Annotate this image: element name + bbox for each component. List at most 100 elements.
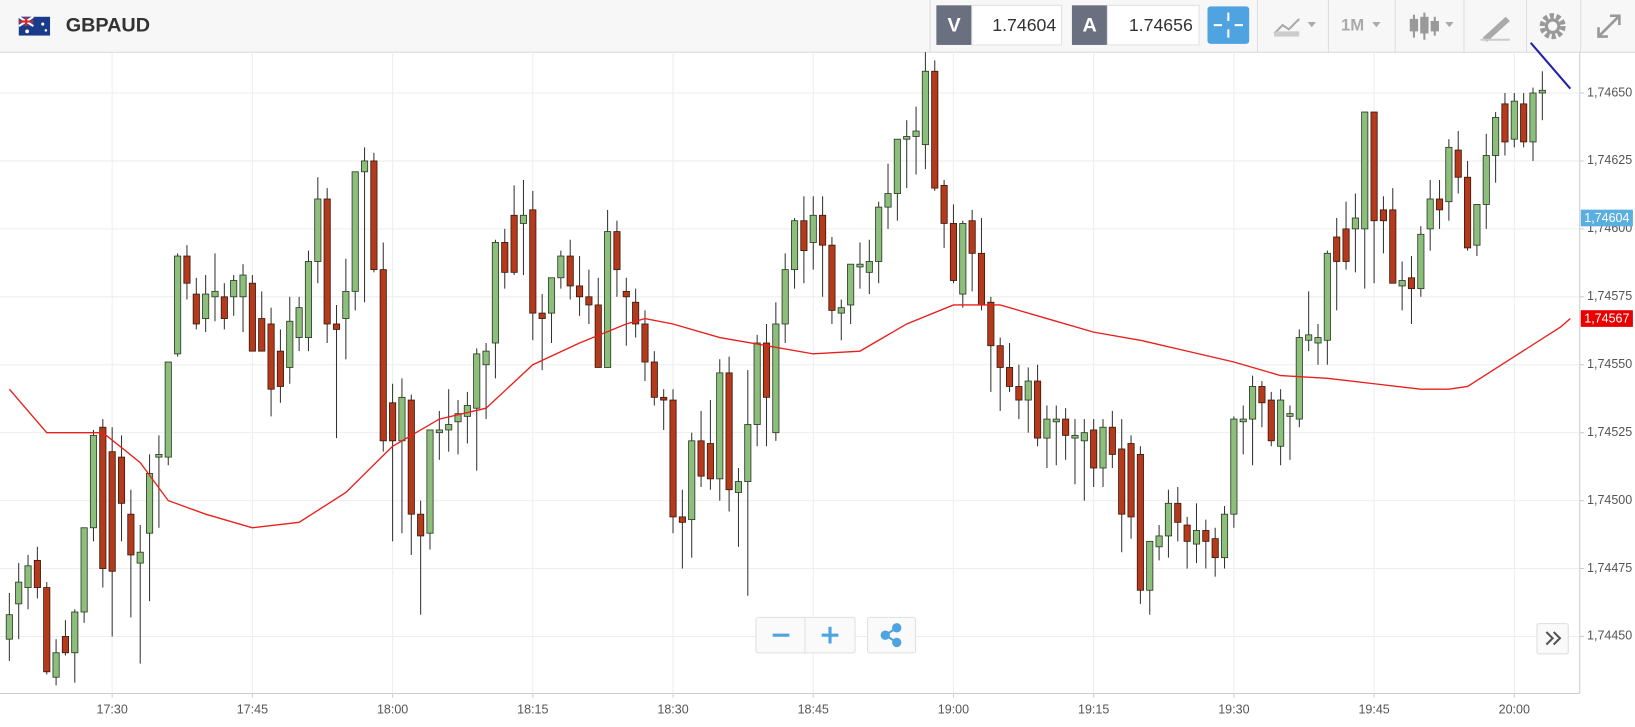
- candle-body: [248, 282, 256, 352]
- crosshair-button[interactable]: [1207, 6, 1250, 44]
- candle-body: [632, 301, 640, 325]
- candle-body: [931, 70, 939, 189]
- chart-type-button[interactable]: [1273, 18, 1316, 37]
- x-tick-label: 20:00: [1499, 703, 1530, 717]
- candle-body: [1034, 380, 1042, 439]
- candle-body: [977, 252, 986, 306]
- candle-body: [996, 345, 1004, 368]
- candle-body: [323, 198, 331, 325]
- candle-body: [1099, 426, 1107, 469]
- candle-body: [837, 307, 845, 314]
- candle-body: [650, 361, 658, 398]
- y-tick-label: 1,74525: [1587, 425, 1632, 439]
- x-tick-label: 19:00: [938, 703, 969, 717]
- candle-style-button[interactable]: [1409, 12, 1454, 40]
- candle-body: [566, 255, 574, 287]
- candle-body: [1005, 367, 1014, 387]
- candle-body: [538, 312, 546, 319]
- candle-body: [1314, 337, 1322, 344]
- candle-body: [1529, 92, 1537, 143]
- candle-body: [519, 214, 528, 224]
- candle-body: [576, 285, 584, 298]
- candle-body: [1174, 502, 1182, 523]
- candle-body: [1454, 149, 1462, 178]
- candle-body: [61, 636, 69, 654]
- candle-body: [174, 255, 182, 355]
- candle-body: [1062, 418, 1070, 436]
- candle-body: [108, 451, 116, 572]
- candle-body: [744, 424, 752, 482]
- candle-body: [987, 301, 995, 347]
- candle-body: [1220, 513, 1229, 559]
- bid-badge: [936, 5, 972, 45]
- candle-body: [192, 293, 200, 325]
- candle-body: [847, 263, 855, 306]
- ask-label: A: [1083, 14, 1097, 36]
- candle-body: [286, 320, 294, 368]
- candle-body: [856, 263, 864, 268]
- candle-body: [71, 611, 79, 654]
- trend-line[interactable]: [1529, 42, 1572, 90]
- candle-body: [1492, 117, 1500, 156]
- candle-body: [276, 350, 284, 387]
- candle-body: [33, 559, 41, 588]
- candle-body: [454, 413, 462, 423]
- candle-body: [314, 198, 322, 262]
- candle-body: [417, 513, 425, 537]
- candle-body: [211, 290, 219, 298]
- candle-body: [389, 402, 397, 442]
- candle-body: [482, 350, 490, 366]
- candle-body: [117, 456, 126, 504]
- candle-body: [510, 214, 518, 273]
- candle-body: [1501, 103, 1509, 143]
- candle-body: [940, 184, 948, 224]
- y-tick-label: 1,74500: [1587, 493, 1632, 507]
- zoom-in[interactable]: [821, 626, 839, 644]
- candle-body: [435, 429, 443, 434]
- moving-average-line: [8, 304, 1571, 529]
- candle-body: [1146, 540, 1154, 591]
- candle-body: [304, 261, 313, 338]
- flag-icon: [18, 15, 51, 36]
- candle-body: [332, 323, 341, 330]
- y-tick-label: 1,74475: [1587, 561, 1632, 575]
- candle-body: [491, 242, 499, 344]
- candle-body: [819, 214, 827, 246]
- candle-body: [1043, 418, 1051, 439]
- candle-body: [1464, 176, 1472, 249]
- candle-body: [258, 318, 266, 352]
- settings-button[interactable]: [1539, 13, 1566, 40]
- candle-body: [725, 372, 733, 491]
- bid-box: [971, 4, 1063, 46]
- candle-body: [267, 323, 275, 390]
- scroll-right-button[interactable]: [1536, 623, 1569, 655]
- candle-body: [968, 220, 976, 254]
- candle-body: [127, 513, 135, 556]
- candle-body: [1361, 111, 1369, 230]
- candle-body: [1090, 429, 1098, 469]
- candle-body: [697, 440, 705, 477]
- candle-body: [641, 323, 649, 363]
- candle-body: [501, 242, 509, 273]
- candle-body: [585, 296, 593, 306]
- candle-body: [202, 293, 210, 319]
- candle-body: [473, 353, 481, 409]
- candle-body: [379, 269, 387, 442]
- timeframe[interactable]: 1M: [1341, 16, 1364, 35]
- draw-tool-button[interactable]: [1480, 16, 1510, 42]
- candle-body: [828, 244, 836, 311]
- candle-body: [604, 231, 612, 368]
- candle-body: [1398, 280, 1406, 287]
- ask-badge: [1071, 5, 1108, 45]
- candle-body: [1108, 426, 1116, 455]
- candle-body: [1520, 103, 1528, 143]
- candle-body: [445, 424, 453, 431]
- candle-body: [800, 220, 808, 252]
- candle-body: [295, 307, 303, 338]
- candle-body: [622, 290, 630, 298]
- share-button[interactable]: [880, 623, 902, 648]
- fullscreen-button[interactable]: [1597, 14, 1621, 38]
- candle-body: [1342, 228, 1350, 262]
- candle-body: [1351, 217, 1359, 230]
